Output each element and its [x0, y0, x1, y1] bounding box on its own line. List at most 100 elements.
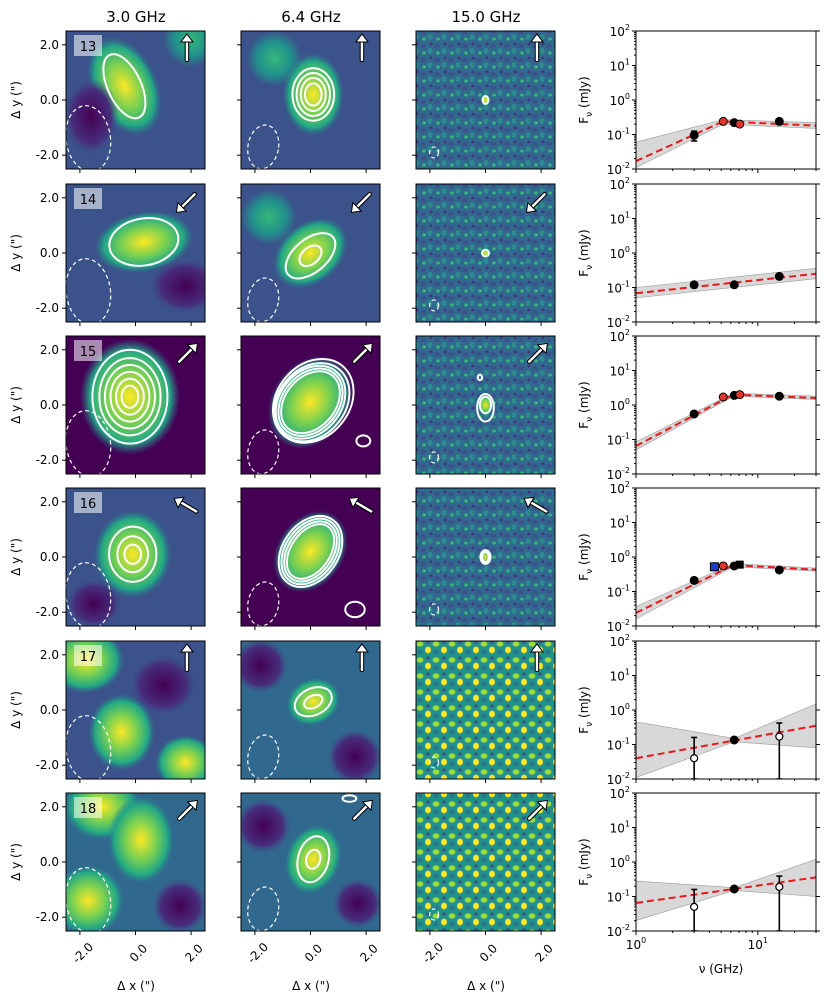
y-tick-label: 10-2	[607, 923, 630, 939]
contour-line	[285, 523, 336, 580]
column-title-15ghz: 15.0 GHz	[452, 8, 521, 26]
y-tick-label: 10-2	[607, 314, 630, 330]
arrow-icon	[350, 201, 363, 214]
y-tick-label: 101	[610, 820, 630, 836]
contour-line	[277, 367, 344, 437]
sed-panel-13: 10-2 10-1 100 101 102 Fν (mJy)	[577, 23, 820, 177]
sed-ylabel: Fν (mJy)	[577, 686, 595, 733]
emission-blob	[93, 510, 172, 599]
y-tick-label: 2.0	[40, 343, 59, 357]
beam-ellipse	[429, 146, 440, 159]
source-id-badge	[74, 645, 102, 666]
emission-blob	[154, 734, 205, 779]
uncertainty-band	[636, 563, 816, 620]
sed-panel-16: 10-2 10-1 100 101 102 Fν (mJy)	[577, 480, 820, 634]
contour-line	[277, 515, 344, 588]
contour-line	[476, 373, 484, 382]
y-tick-label: 2.0	[40, 38, 59, 52]
image-panel-13-0: 2.0 0.0 -2.0 Δ y (") 13	[9, 30, 206, 173]
arrow-icon	[186, 799, 199, 812]
sed-xlabel: ν (GHz)	[699, 962, 744, 976]
contour-line	[274, 364, 347, 440]
image-panel-13-1	[237, 30, 381, 173]
y-tick-label: 0.0	[40, 703, 59, 717]
emission-blob	[107, 795, 175, 885]
source-id-badge	[74, 797, 102, 818]
contour-line	[120, 384, 140, 409]
image-panel-17-0: 2.0 0.0 -2.0 Δ y (") 17	[9, 640, 206, 783]
source-id-label: 16	[80, 497, 97, 512]
data-point	[689, 280, 699, 290]
contour-line	[284, 232, 337, 280]
y-tick-label: 10-1	[607, 432, 630, 448]
image-ylabel: Δ y (")	[9, 538, 23, 576]
image-panel-18-2: -2.0 0.0 2.0	[412, 792, 556, 966]
image-ylabel: Δ y (")	[9, 81, 23, 119]
emission-blob	[241, 189, 297, 245]
contour-line	[303, 82, 323, 107]
image-ylabel: Δ y (")	[9, 843, 23, 881]
x-tick-label: 101	[748, 936, 768, 952]
contour-line	[108, 217, 180, 267]
contour-line	[344, 600, 366, 619]
contour-line	[271, 357, 355, 444]
emission-blob	[66, 77, 119, 156]
sed-frame	[635, 487, 817, 627]
emission-blob	[94, 210, 194, 274]
y-tick-label: 2.0	[40, 800, 59, 814]
fit-line	[636, 564, 816, 614]
x-tick-label: 0.0	[127, 941, 150, 964]
arrow-icon	[175, 201, 188, 214]
y-tick-label: 101	[610, 363, 630, 379]
arrow-icon	[354, 33, 369, 43]
image-xlabel-col2: Δ x (")	[292, 979, 330, 993]
uncertainty-band	[636, 392, 816, 451]
arrow-icon	[348, 496, 360, 509]
sed-panel-17: 10-2 10-1 100 101 102 Fν (mJy)	[577, 633, 820, 787]
uncertainty-band	[636, 119, 816, 168]
data-point	[729, 280, 739, 290]
source-id-badge	[74, 340, 102, 361]
contour-line	[115, 377, 145, 416]
contour-line	[305, 848, 322, 870]
data-point	[718, 561, 728, 571]
x-tick-label: 0.0	[302, 941, 325, 964]
sed-ylabel: Fν (mJy)	[577, 76, 595, 123]
column-title-3ghz: 3.0 GHz	[106, 8, 166, 26]
emission-blob	[284, 824, 343, 895]
arrow-icon	[523, 496, 535, 509]
contour-line	[478, 395, 493, 415]
image-panel-15-1	[237, 335, 381, 478]
arrow-icon	[179, 643, 194, 653]
data-point	[690, 902, 699, 911]
y-tick-label: -2.0	[36, 605, 59, 619]
source-id-badge	[74, 35, 102, 56]
beam-ellipse	[429, 603, 440, 616]
arrow-icon	[536, 799, 549, 812]
y-tick-label: 100	[610, 92, 630, 108]
image-panel-16-2	[412, 487, 556, 630]
data-point	[689, 409, 699, 419]
y-tick-label: -2.0	[36, 758, 59, 772]
image-ylabel: Δ y (")	[9, 386, 23, 424]
data-point	[718, 116, 728, 126]
image-panel-14-1	[237, 183, 381, 326]
sed-ylabel: Fν (mJy)	[577, 229, 595, 276]
fit-line	[636, 876, 816, 904]
arrow-icon	[361, 342, 374, 355]
y-tick-label: 2.0	[40, 495, 59, 509]
sed-ylabel: Fν (mJy)	[577, 381, 595, 428]
image-panel-16-1	[237, 487, 381, 630]
beam-ellipse	[429, 756, 440, 769]
y-tick-label: 101	[610, 668, 630, 684]
image-panel-14-2	[412, 183, 556, 326]
y-tick-label: 10-2	[607, 618, 630, 634]
arrow-icon	[525, 201, 538, 214]
contour-line	[109, 370, 151, 423]
y-tick-label: 102	[610, 480, 630, 496]
image-panel-15-2	[412, 335, 556, 478]
contour-line	[296, 835, 331, 884]
emission-blob	[163, 31, 205, 67]
y-tick-label: 101	[610, 211, 630, 227]
contour-line	[476, 392, 495, 423]
